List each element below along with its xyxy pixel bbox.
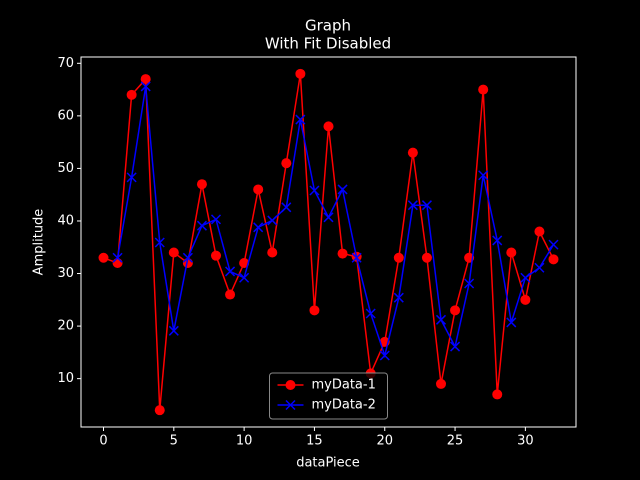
marker — [285, 399, 296, 411]
marker — [548, 254, 559, 265]
marker — [210, 214, 222, 225]
marker — [450, 341, 461, 352]
marker — [168, 247, 179, 258]
y-tick-label: 20 — [57, 319, 74, 334]
marker — [154, 405, 165, 416]
marker — [239, 258, 250, 269]
marker — [253, 184, 264, 195]
marker — [140, 74, 151, 85]
plot-frame — [80, 56, 577, 428]
marker — [112, 252, 123, 263]
marker — [379, 350, 390, 361]
x-tick-label: 5 — [170, 434, 178, 449]
marker — [323, 121, 334, 132]
marker — [421, 252, 432, 263]
legend-label: myData-1 — [312, 378, 376, 393]
marker — [506, 247, 517, 258]
marker — [520, 272, 531, 283]
marker — [393, 292, 404, 303]
marker — [435, 314, 447, 325]
y-tick-label: 30 — [57, 266, 74, 281]
marker — [506, 317, 517, 328]
marker — [309, 305, 320, 316]
marker — [211, 250, 221, 261]
x-axis-label: dataPiece — [296, 456, 360, 471]
marker — [421, 200, 432, 211]
marker — [126, 89, 137, 100]
x-tick-label: 25 — [447, 434, 464, 449]
marker — [98, 252, 109, 263]
marker — [239, 272, 250, 283]
marker — [534, 262, 545, 273]
marker — [295, 114, 306, 125]
y-tick-label: 50 — [57, 161, 74, 176]
y-tick-label: 70 — [57, 56, 74, 71]
chart-title: Graph — [305, 17, 351, 35]
marker — [520, 294, 531, 305]
marker — [196, 179, 207, 190]
marker — [464, 278, 475, 289]
x-tick-label: 30 — [517, 434, 534, 449]
marker — [182, 252, 193, 263]
marker — [436, 378, 446, 389]
marker — [407, 200, 418, 211]
marker — [281, 158, 292, 169]
marker — [450, 305, 461, 316]
marker — [225, 289, 236, 300]
marker — [534, 226, 545, 237]
marker — [492, 389, 503, 400]
marker — [323, 212, 334, 223]
marker — [309, 185, 320, 196]
legend-label: myData-2 — [312, 398, 376, 413]
marker — [168, 325, 179, 336]
marker — [492, 235, 503, 246]
marker — [407, 147, 418, 158]
marker — [126, 172, 137, 183]
marker — [267, 247, 278, 258]
marker — [267, 215, 278, 226]
marker — [295, 68, 306, 79]
marker — [548, 239, 559, 250]
marker — [253, 222, 264, 233]
x-tick-label: 20 — [376, 434, 393, 449]
marker — [337, 248, 348, 259]
y-axis-label: Amplitude — [32, 209, 47, 276]
legend: myData-1 myData-2 — [269, 372, 388, 420]
marker — [285, 380, 296, 390]
marker — [351, 252, 362, 263]
chart-subtitle: With Fit Disabled — [265, 35, 391, 53]
y-tick-label: 10 — [57, 371, 74, 386]
marker — [478, 84, 489, 95]
x-tick-label: 10 — [236, 434, 253, 449]
marker — [365, 308, 376, 319]
x-tick-label: 0 — [99, 434, 107, 449]
marker — [154, 237, 165, 248]
x-tick-label: 15 — [306, 434, 323, 449]
marker — [281, 202, 292, 213]
marker — [478, 170, 489, 181]
y-tick-label: 60 — [57, 108, 74, 123]
marker — [196, 220, 207, 231]
marker — [225, 266, 236, 277]
y-tick-label: 40 — [57, 213, 74, 228]
marker — [337, 184, 348, 195]
series-line — [116, 86, 555, 359]
marker — [112, 258, 123, 269]
marker — [140, 81, 151, 92]
marker — [393, 252, 404, 263]
